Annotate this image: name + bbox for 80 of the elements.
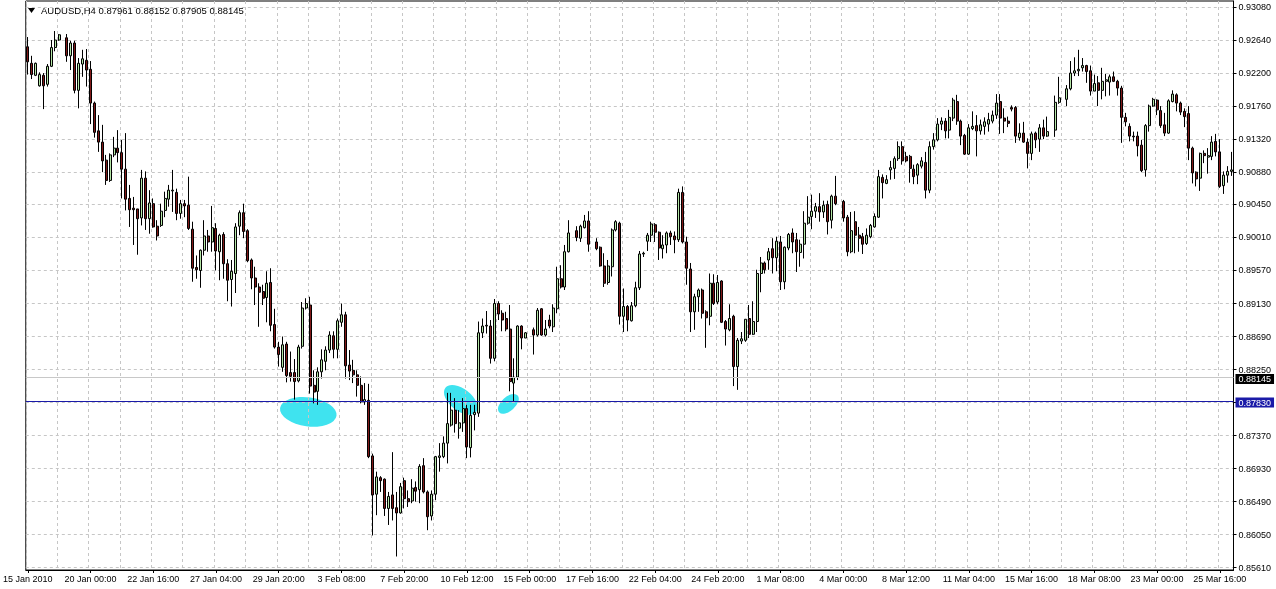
- candlestick: [1038, 123, 1041, 153]
- candlestick: [771, 237, 774, 274]
- x-tick-label: 15 Feb 00:00: [503, 573, 557, 584]
- y-tick-label: 0.86050: [1238, 529, 1272, 540]
- y-tick-label: 0.92640: [1238, 35, 1272, 46]
- candlestick: [748, 304, 751, 339]
- x-tick-label: 29 Jan 20:00: [252, 573, 305, 584]
- y-tick-label: 0.91320: [1238, 134, 1272, 145]
- y-tick-label: 0.90880: [1238, 167, 1272, 178]
- candlestick: [975, 114, 978, 157]
- candlestick: [665, 230, 668, 254]
- candlestick: [1089, 65, 1092, 97]
- x-tick-label: 24 Feb 20:00: [691, 573, 745, 584]
- candlestick: [411, 478, 414, 504]
- x-tick-label: 4 Mar 00:00: [819, 573, 868, 584]
- candlestick: [987, 112, 990, 133]
- candlestick: [779, 235, 782, 291]
- x-tick-label: 17 Feb 16:00: [565, 573, 619, 584]
- candlestick: [1046, 116, 1049, 138]
- x-tick-label: 22 Jan 16:00: [127, 573, 180, 584]
- candlestick: [144, 170, 147, 231]
- candlestick: [469, 404, 472, 458]
- y-tick-label: 0.88250: [1238, 364, 1272, 375]
- candlestick: [854, 210, 857, 254]
- x-tick-label: 20 Jan 00:00: [64, 573, 117, 584]
- x-tick-label: 22 Feb 04:00: [628, 573, 682, 584]
- ref-line-label: 0.88145: [1238, 373, 1272, 384]
- y-tick-label: 0.90010: [1238, 232, 1272, 243]
- candlestick: [446, 392, 449, 464]
- x-tick-label: 15 Mar 16:00: [1005, 573, 1059, 584]
- y-tick-label: 0.91760: [1238, 101, 1272, 112]
- candlestick: [1175, 92, 1178, 112]
- x-tick-label: 23 Mar 00:00: [1130, 573, 1184, 584]
- x-tick-label: 11 Mar 04:00: [942, 573, 996, 584]
- candlestick: [171, 169, 174, 213]
- x-tick-label: 3 Feb 08:00: [317, 573, 366, 584]
- candlestick: [810, 194, 813, 230]
- candlestick: [540, 307, 543, 337]
- candlestick: [795, 232, 798, 273]
- y-tick-label: 0.90450: [1238, 199, 1272, 210]
- y-tick-label: 0.92200: [1238, 68, 1272, 79]
- x-tick-label: 1 Mar 08:00: [756, 573, 805, 584]
- y-tick-label: 0.86930: [1238, 463, 1272, 474]
- y-tick-label: 0.85610: [1238, 562, 1272, 573]
- candlestick: [191, 221, 194, 283]
- x-tick-label: 10 Feb 12:00: [440, 573, 494, 584]
- candlestick: [1077, 49, 1080, 77]
- candlestick: [493, 298, 496, 362]
- candlestick: [1014, 105, 1017, 144]
- x-tick-label: 15 Jan 2010: [3, 573, 53, 584]
- candlestick: [901, 140, 904, 166]
- x-tick-label: 7 Feb 20:00: [380, 573, 429, 584]
- chart-title: AUDUSD,H4 0.87961 0.88152 0.87905 0.88145: [41, 4, 244, 16]
- candlestick: [889, 160, 892, 181]
- y-tick-label: 0.86490: [1238, 496, 1272, 507]
- ref-line-label: 0.87830: [1238, 397, 1272, 408]
- candlestick: [175, 188, 178, 221]
- candlestick: [187, 176, 190, 231]
- candlestick: [30, 55, 33, 80]
- candlestick: [1108, 74, 1111, 97]
- candlestick: [983, 116, 986, 136]
- x-tick-label: 18 Mar 08:00: [1067, 573, 1121, 584]
- candlestick: [818, 192, 821, 223]
- candlestick: [999, 93, 1002, 135]
- candlestick: [909, 154, 912, 184]
- x-tick-label: 27 Jan 04:00: [189, 573, 242, 584]
- x-tick-label: 25 Mar 16:00: [1193, 573, 1247, 584]
- y-tick-label: 0.93080: [1238, 2, 1272, 13]
- candlestick: [285, 341, 288, 383]
- candlestick: [587, 210, 590, 253]
- candlestick: [850, 211, 853, 254]
- x-tick-label: 8 Mar 12:00: [882, 573, 931, 584]
- candlestick: [661, 234, 664, 259]
- y-tick-label: 0.89570: [1238, 265, 1272, 276]
- candlestick: [1199, 152, 1202, 192]
- y-tick-label: 0.89130: [1238, 298, 1272, 309]
- candlestick: [1128, 122, 1131, 142]
- y-tick-label: 0.88690: [1238, 331, 1272, 342]
- candlestick: [575, 225, 578, 242]
- y-tick-label: 0.87370: [1238, 430, 1272, 441]
